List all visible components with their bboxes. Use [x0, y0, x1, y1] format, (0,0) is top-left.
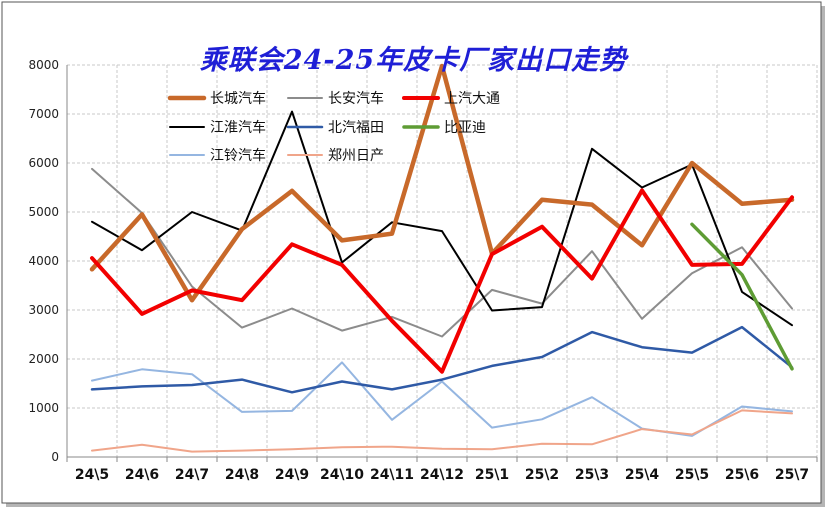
x-tick-label: 25\4 — [625, 467, 660, 483]
grid-lines — [67, 64, 818, 457]
y-tick-label: 2000 — [28, 352, 59, 366]
series-line-5 — [690, 222, 794, 371]
legend-label: 江淮汽车 — [210, 119, 266, 136]
legend-label: 比亚迪 — [444, 120, 486, 136]
y-tick-label: 1000 — [28, 401, 59, 415]
x-tick-label: 25\3 — [575, 467, 609, 483]
x-tick-label: 24\6 — [125, 467, 159, 483]
y-tick-labels: 0 1000 2000 3000 4000 5000 6000 7000 8000 — [28, 58, 59, 464]
x-tick-label: 25\6 — [725, 467, 759, 483]
legend-item: 江铃汽车 — [169, 147, 266, 164]
y-tick-label: 5000 — [28, 205, 59, 219]
legend-label: 长城汽车 — [210, 90, 266, 107]
x-tick-label: 24\12 — [420, 467, 464, 483]
x-tick-label: 25\5 — [675, 467, 709, 483]
y-tick-label: 7000 — [28, 107, 59, 121]
series-line-2 — [90, 188, 794, 374]
series-line-4 — [90, 325, 794, 394]
y-tick-label: 4000 — [28, 254, 59, 268]
legend-label: 长安汽车 — [328, 90, 384, 107]
x-tick-label: 25\7 — [775, 467, 809, 483]
series-line-0 — [89, 63, 795, 303]
legend-label: 江铃汽车 — [210, 147, 266, 164]
series-line-3 — [91, 110, 793, 327]
x-tick-label: 24\8 — [225, 467, 259, 483]
series-line-1 — [91, 167, 793, 338]
y-tick-label: 8000 — [28, 58, 59, 72]
axes — [66, 65, 818, 462]
y-tick-label: 3000 — [28, 303, 59, 317]
legend-label: 郑州日产 — [328, 148, 384, 164]
x-tick-label: 24\7 — [175, 467, 209, 483]
legend-item: 长城汽车 — [167, 90, 266, 107]
x-tick-label: 25\1 — [475, 467, 509, 483]
legend-label: 北汽福田 — [328, 120, 384, 136]
legend-item: 长安汽车 — [287, 90, 384, 107]
series-line-7 — [91, 409, 793, 453]
legend-item: 上汽大通 — [402, 91, 500, 107]
series-lines — [89, 63, 795, 453]
legend-item: 郑州日产 — [287, 148, 384, 164]
legend-item: 北汽福田 — [286, 120, 384, 136]
legend-item: 比亚迪 — [402, 120, 486, 136]
legend-label: 上汽大通 — [444, 91, 500, 107]
x-tick-label: 24\5 — [75, 467, 109, 483]
chart-title: 乘联会24-25年皮卡厂家出口走势 — [199, 45, 628, 76]
x-tick-labels: 24\5 24\6 24\7 24\8 24\9 24\10 24\11 24\12 25\1 2… — [75, 467, 809, 483]
y-tick-label: 0 — [51, 450, 59, 464]
y-tick-label: 6000 — [28, 156, 59, 170]
x-tick-label: 25\2 — [525, 467, 559, 483]
legend-item: 江淮汽车 — [169, 119, 266, 136]
x-tick-label: 24\10 — [320, 467, 364, 483]
x-tick-label: 24\11 — [370, 467, 414, 483]
x-tick-label: 24\9 — [275, 467, 309, 483]
